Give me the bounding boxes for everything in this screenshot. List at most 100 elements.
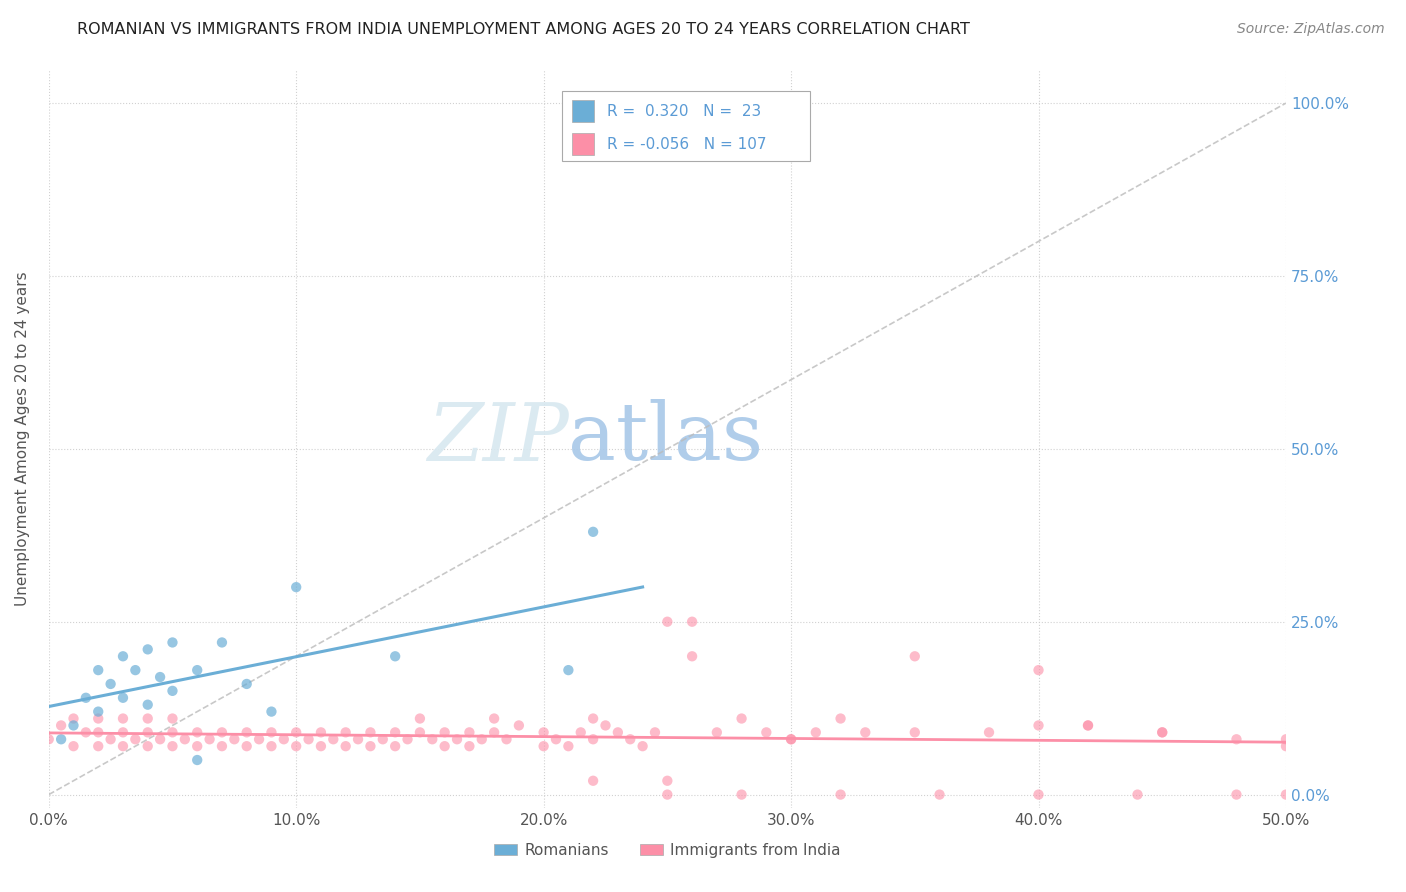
Point bbox=[755, 725, 778, 739]
Point bbox=[582, 712, 605, 726]
Point bbox=[804, 725, 827, 739]
Point bbox=[1077, 718, 1099, 732]
Point bbox=[186, 753, 208, 767]
Point bbox=[186, 663, 208, 677]
Point bbox=[162, 712, 184, 726]
Point bbox=[149, 732, 172, 747]
Point bbox=[162, 684, 184, 698]
Point bbox=[396, 732, 419, 747]
Point bbox=[582, 524, 605, 539]
Point bbox=[322, 732, 344, 747]
Point bbox=[595, 718, 617, 732]
Point bbox=[533, 739, 555, 754]
Point bbox=[297, 732, 319, 747]
Point bbox=[631, 739, 654, 754]
Point bbox=[136, 712, 159, 726]
Point bbox=[211, 739, 233, 754]
Point bbox=[446, 732, 468, 747]
Point bbox=[247, 732, 270, 747]
Text: ROMANIAN VS IMMIGRANTS FROM INDIA UNEMPLOYMENT AMONG AGES 20 TO 24 YEARS CORRELA: ROMANIAN VS IMMIGRANTS FROM INDIA UNEMPL… bbox=[77, 22, 970, 37]
Point bbox=[1225, 788, 1247, 802]
Point bbox=[780, 732, 803, 747]
Point bbox=[853, 725, 876, 739]
Point bbox=[508, 718, 530, 732]
Point bbox=[681, 649, 703, 664]
Point bbox=[606, 725, 628, 739]
Point bbox=[136, 725, 159, 739]
Point bbox=[977, 725, 1000, 739]
Point bbox=[111, 690, 134, 705]
Point bbox=[482, 725, 505, 739]
Point bbox=[557, 739, 579, 754]
Point bbox=[544, 732, 567, 747]
Point bbox=[409, 712, 432, 726]
Point bbox=[644, 725, 666, 739]
Point bbox=[235, 739, 257, 754]
Legend: Romanians, Immigrants from India: Romanians, Immigrants from India bbox=[488, 837, 846, 863]
Point bbox=[420, 732, 443, 747]
Point bbox=[433, 739, 456, 754]
Point bbox=[359, 725, 381, 739]
Point bbox=[730, 712, 752, 726]
Point bbox=[62, 712, 84, 726]
Point bbox=[458, 739, 481, 754]
FancyBboxPatch shape bbox=[562, 91, 810, 161]
Point bbox=[458, 725, 481, 739]
Point bbox=[384, 649, 406, 664]
Point bbox=[100, 677, 122, 691]
Point bbox=[38, 732, 60, 747]
Point bbox=[273, 732, 295, 747]
Text: ZIP: ZIP bbox=[426, 400, 568, 477]
Point bbox=[162, 725, 184, 739]
Point bbox=[285, 580, 308, 594]
Point bbox=[136, 739, 159, 754]
Point bbox=[830, 712, 852, 726]
Point bbox=[1225, 732, 1247, 747]
Point bbox=[285, 725, 308, 739]
Point bbox=[557, 663, 579, 677]
Point bbox=[309, 725, 332, 739]
Point bbox=[124, 732, 146, 747]
Point bbox=[87, 712, 110, 726]
Point bbox=[260, 725, 283, 739]
Point bbox=[657, 615, 679, 629]
Point bbox=[124, 663, 146, 677]
Point bbox=[482, 712, 505, 726]
Point bbox=[285, 739, 308, 754]
Point bbox=[359, 739, 381, 754]
Point bbox=[211, 635, 233, 649]
Point bbox=[657, 788, 679, 802]
Y-axis label: Unemployment Among Ages 20 to 24 years: Unemployment Among Ages 20 to 24 years bbox=[15, 271, 30, 606]
Point bbox=[1028, 663, 1050, 677]
Point bbox=[433, 725, 456, 739]
Point bbox=[471, 732, 494, 747]
Point bbox=[235, 677, 257, 691]
Text: R = -0.056   N = 107: R = -0.056 N = 107 bbox=[607, 136, 766, 152]
Point bbox=[1028, 788, 1050, 802]
Point bbox=[657, 773, 679, 788]
Point bbox=[1275, 788, 1298, 802]
Point bbox=[904, 649, 927, 664]
Point bbox=[309, 739, 332, 754]
Point bbox=[582, 773, 605, 788]
Point bbox=[87, 705, 110, 719]
Point bbox=[87, 739, 110, 754]
Point bbox=[335, 725, 357, 739]
Point bbox=[211, 725, 233, 739]
Point bbox=[111, 725, 134, 739]
Point bbox=[49, 732, 72, 747]
Point bbox=[62, 718, 84, 732]
Point bbox=[111, 739, 134, 754]
Point bbox=[87, 663, 110, 677]
Point bbox=[136, 642, 159, 657]
Point bbox=[1077, 718, 1099, 732]
Point bbox=[75, 690, 97, 705]
Point bbox=[780, 732, 803, 747]
Point bbox=[1126, 788, 1149, 802]
Point bbox=[111, 649, 134, 664]
Point bbox=[186, 739, 208, 754]
Point bbox=[371, 732, 394, 747]
Point bbox=[260, 705, 283, 719]
Point bbox=[730, 788, 752, 802]
Point bbox=[619, 732, 641, 747]
